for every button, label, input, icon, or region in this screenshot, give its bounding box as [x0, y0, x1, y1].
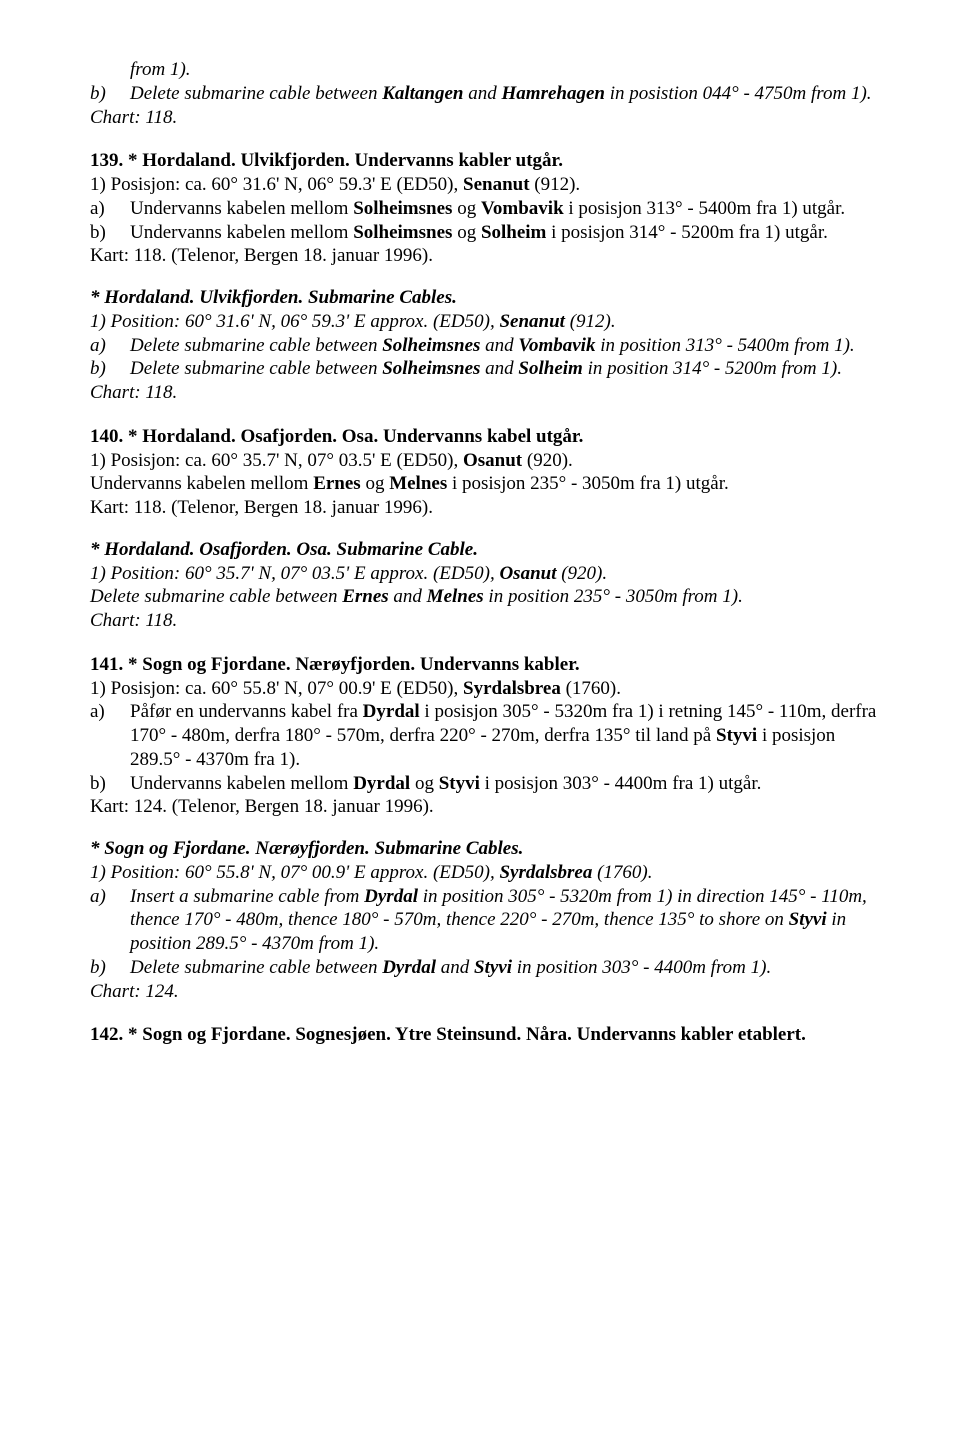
s139-it-pos: 1) Position: 60° 31.6' N, 06° 59.3' E ap…	[90, 310, 888, 334]
s141-it-chart: Chart: 124.	[90, 980, 888, 1004]
section-141: 141. * Sogn og Fjordane. Nærøyfjorden. U…	[90, 653, 888, 1004]
s140-line: Undervanns kabelen mellom Ernes og Melne…	[90, 472, 888, 496]
s141-title: 141. * Sogn og Fjordane. Nærøyfjorden. U…	[90, 654, 580, 675]
s141-it-pos: 1) Position: 60° 55.8' N, 07° 00.9' E ap…	[90, 861, 888, 885]
s139-pos: 1) Posisjon: ca. 60° 31.6' N, 06° 59.3' …	[90, 173, 888, 197]
s140-it-chart: Chart: 118.	[90, 609, 888, 633]
section-142: 142. * Sogn og Fjordane. Sognesjøen. Ytr…	[90, 1023, 888, 1047]
s139-it-a: a) Delete submarine cable between Solhei…	[90, 334, 888, 358]
s141-kart: Kart: 124. (Telenor, Bergen 18. januar 1…	[90, 795, 888, 819]
intro-b-row: b) Delete submarine cable between Kaltan…	[90, 82, 888, 106]
s140-it-pos: 1) Position: 60° 35.7' N, 07° 03.5' E ap…	[90, 562, 888, 586]
intro-block: from 1). b) Delete submarine cable betwe…	[90, 58, 888, 129]
s140-title: 140. * Hordaland. Osafjorden. Osa. Under…	[90, 426, 583, 447]
s141-b: b) Undervanns kabelen mellom Dyrdal og S…	[90, 772, 888, 796]
intro-chart: Chart: 118.	[90, 107, 177, 128]
s142-title: 142. * Sogn og Fjordane. Sognesjøen. Ytr…	[90, 1024, 806, 1045]
s139-it-chart: Chart: 118.	[90, 381, 888, 405]
s139-title: 139. * Hordaland. Ulvikfjorden. Undervan…	[90, 150, 563, 171]
s141-it-a: a) Insert a submarine cable from Dyrdal …	[90, 885, 888, 956]
s139-it-title: * Hordaland. Ulvikfjorden. Submarine Cab…	[90, 287, 457, 308]
section-140: 140. * Hordaland. Osafjorden. Osa. Under…	[90, 425, 888, 633]
s139-it-b: b) Delete submarine cable between Solhei…	[90, 357, 888, 381]
intro-b-text: Delete submarine cable between Kaltangen…	[130, 83, 872, 104]
s140-kart: Kart: 118. (Telenor, Bergen 18. januar 1…	[90, 496, 888, 520]
s141-a: a) Påfør en undervanns kabel fra Dyrdal …	[90, 700, 888, 771]
s140-it-line: Delete submarine cable between Ernes and…	[90, 585, 888, 609]
s139-b: b) Undervanns kabelen mellom Solheimsnes…	[90, 221, 888, 245]
s141-it-b: b) Delete submarine cable between Dyrdal…	[90, 956, 888, 980]
intro-from1: from 1).	[130, 59, 191, 80]
s141-it-title: * Sogn og Fjordane. Nærøyfjorden. Submar…	[90, 838, 523, 859]
s141-pos: 1) Posisjon: ca. 60° 55.8' N, 07° 00.9' …	[90, 677, 888, 701]
s140-pos: 1) Posisjon: ca. 60° 35.7' N, 07° 03.5' …	[90, 449, 888, 473]
intro-b-label: b)	[90, 83, 106, 104]
section-139: 139. * Hordaland. Ulvikfjorden. Undervan…	[90, 149, 888, 405]
s139-a: a) Undervanns kabelen mellom Solheimsnes…	[90, 197, 888, 221]
s139-kart: Kart: 118. (Telenor, Bergen 18. januar 1…	[90, 244, 888, 268]
s140-it-title: * Hordaland. Osafjorden. Osa. Submarine …	[90, 539, 478, 560]
